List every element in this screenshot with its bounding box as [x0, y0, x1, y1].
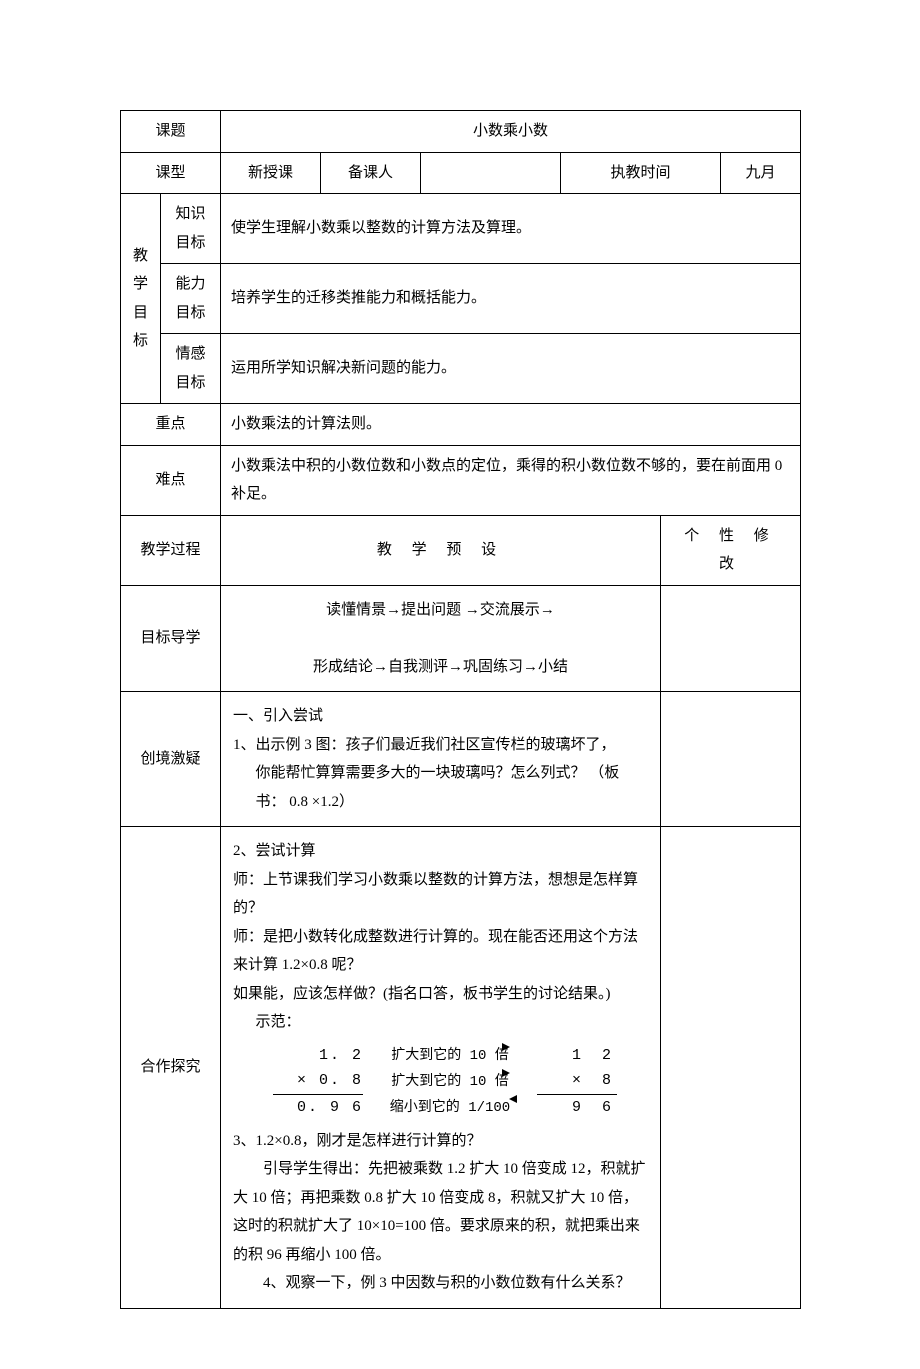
calc-mid-text-3: 缩小到它的 1/100	[390, 1100, 510, 1116]
calc-right-3: 9 6	[537, 1095, 617, 1121]
calc-mid-2: 扩大到它的 10 倍	[375, 1069, 525, 1095]
keypoint-text: 小数乘法的计算法则。	[221, 404, 801, 446]
goal-ability-text: 培养学生的迁移类推能力和概括能力。	[221, 264, 801, 334]
explore-p2title: 2、尝试计算	[233, 837, 648, 866]
topic-label: 课题	[121, 111, 221, 153]
calc-left-1: 1. 2	[273, 1043, 363, 1069]
type-label: 课型	[121, 152, 221, 194]
row-guide: 目标导学 读懂情景→提出问题 →交流展示→ 形成结论→自我测评→巩固练习→小结	[121, 585, 801, 692]
row-process-header: 教学过程 教 学 预 设 个 性 修 改	[121, 515, 801, 585]
calc-left-2: × 0. 8	[273, 1068, 363, 1095]
goal-knowledge-text: 使学生理解小数乘以整数的计算方法及算理。	[221, 194, 801, 264]
explore-p3a: 3、1.2×0.8，刚才是怎样进行计算的？	[233, 1127, 648, 1156]
row-stimulate: 创境激疑 一、引入尝试 1、出示例 3 图：孩子们最近我们社区宣传栏的玻璃坏了，…	[121, 692, 801, 827]
preparer-label: 备课人	[321, 152, 421, 194]
guide-label: 目标导学	[121, 585, 221, 692]
lesson-plan-table: 课题 小数乘小数 课型 新授课 备课人 执教时间 九月 教学目标 知识目标 使学…	[120, 110, 801, 1309]
goal-knowledge-label: 知识目标	[161, 194, 221, 264]
calc-mid-1: 扩大到它的 10 倍	[375, 1043, 525, 1069]
stimulate-line3: 书： 0.8 ×1.2）	[233, 788, 648, 817]
calc-demo: 1. 2 扩大到它的 10 倍 1 2 × 0. 8 扩大到它的 10 倍 × …	[273, 1043, 648, 1121]
calc-right-2: × 8	[537, 1068, 617, 1095]
teachtime-value: 九月	[721, 152, 801, 194]
calc-mid-text-1: 扩大到它的 10 倍	[391, 1048, 509, 1064]
stimulate-mod	[661, 692, 801, 827]
difficulty-label: 难点	[121, 445, 221, 515]
row-goal-knowledge: 教学目标 知识目标 使学生理解小数乘以整数的计算方法及算理。	[121, 194, 801, 264]
row-explore: 合作探究 2、尝试计算 师：上节课我们学习小数乘以整数的计算方法，想想是怎样算的…	[121, 827, 801, 1309]
explore-content: 2、尝试计算 师：上节课我们学习小数乘以整数的计算方法，想想是怎样算的？ 师：是…	[221, 827, 661, 1309]
explore-p3b: 引导学生得出：先把被乘数 1.2 扩大 10 倍变成 12，积就扩大 10 倍；…	[233, 1155, 648, 1269]
guide-line2: 形成结论→自我测评→巩固练习→小结	[233, 653, 648, 682]
explore-p4: 4、观察一下，例 3 中因数与积的小数位数有什么关系？	[233, 1269, 648, 1298]
teachtime-label: 执教时间	[561, 152, 721, 194]
goal-ability-label: 能力目标	[161, 264, 221, 334]
explore-mod	[661, 827, 801, 1309]
guide-content: 读懂情景→提出问题 →交流展示→ 形成结论→自我测评→巩固练习→小结	[221, 585, 661, 692]
explore-p2a: 师：上节课我们学习小数乘以整数的计算方法，想想是怎样算的？	[233, 866, 648, 923]
type-value: 新授课	[221, 152, 321, 194]
explore-label: 合作探究	[121, 827, 221, 1309]
goal-emotion-label: 情感目标	[161, 334, 221, 404]
keypoint-label: 重点	[121, 404, 221, 446]
row-difficulty: 难点 小数乘法中积的小数位数和小数点的定位，乘得的积小数位数不够的，要在前面用 …	[121, 445, 801, 515]
stimulate-line1: 1、出示例 3 图：孩子们最近我们社区宣传栏的玻璃坏了，	[233, 731, 648, 760]
calc-mid-3: 缩小到它的 1/100	[375, 1095, 525, 1121]
preparer-value	[421, 152, 561, 194]
goals-section-label: 教学目标	[121, 194, 161, 404]
process-col3: 个 性 修 改	[661, 515, 801, 585]
goal-emotion-text: 运用所学知识解决新问题的能力。	[221, 334, 801, 404]
topic-value: 小数乘小数	[221, 111, 801, 153]
stimulate-content: 一、引入尝试 1、出示例 3 图：孩子们最近我们社区宣传栏的玻璃坏了， 你能帮忙…	[221, 692, 661, 827]
stimulate-label: 创境激疑	[121, 692, 221, 827]
row-goal-emotion: 情感目标 运用所学知识解决新问题的能力。	[121, 334, 801, 404]
calc-left-3: 0. 9 6	[273, 1095, 363, 1121]
difficulty-text: 小数乘法中积的小数位数和小数点的定位，乘得的积小数位数不够的，要在前面用 0 补…	[221, 445, 801, 515]
row-topic: 课题 小数乘小数	[121, 111, 801, 153]
explore-demo-label: 示范：	[233, 1008, 648, 1037]
calc-row-3: 0. 9 6 缩小到它的 1/100 9 6	[273, 1095, 648, 1121]
guide-mod	[661, 585, 801, 692]
process-col1: 教学过程	[121, 515, 221, 585]
calc-row-1: 1. 2 扩大到它的 10 倍 1 2	[273, 1043, 648, 1069]
row-keypoint: 重点 小数乘法的计算法则。	[121, 404, 801, 446]
explore-p2c: 如果能，应该怎样做？(指名口答，板书学生的讨论结果。)	[233, 980, 648, 1009]
row-type: 课型 新授课 备课人 执教时间 九月	[121, 152, 801, 194]
calc-mid-text-2: 扩大到它的 10 倍	[391, 1074, 509, 1090]
explore-p2b: 师：是把小数转化成整数进行计算的。现在能否还用这个方法来计算 1.2×0.8 呢…	[233, 923, 648, 980]
guide-line1: 读懂情景→提出问题 →交流展示→	[233, 596, 648, 625]
calc-row-2: × 0. 8 扩大到它的 10 倍 × 8	[273, 1068, 648, 1095]
row-goal-ability: 能力目标 培养学生的迁移类推能力和概括能力。	[121, 264, 801, 334]
stimulate-title: 一、引入尝试	[233, 702, 648, 731]
process-col2: 教 学 预 设	[221, 515, 661, 585]
stimulate-line2: 你能帮忙算算需要多大的一块玻璃吗？怎么列式？ （板	[233, 759, 648, 788]
calc-right-1: 1 2	[537, 1043, 617, 1069]
